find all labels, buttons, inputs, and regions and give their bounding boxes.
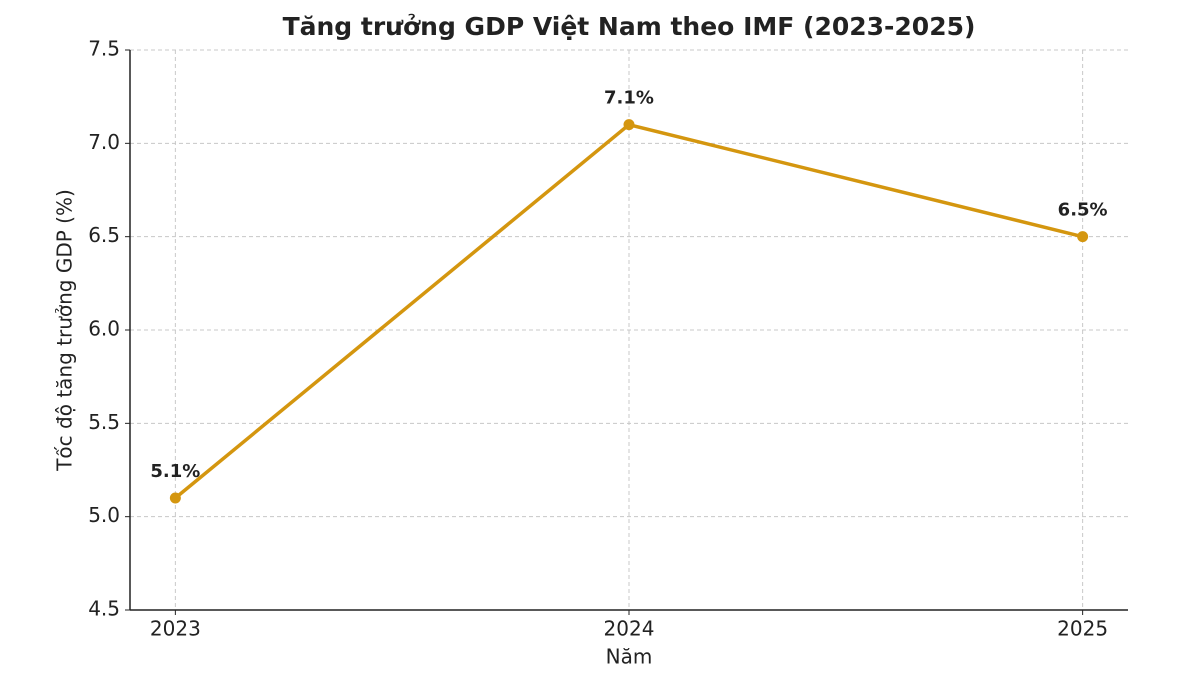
y-tick-label: 6.5 [88,223,120,247]
data-point [623,119,635,131]
y-tick-label: 6.0 [88,317,120,341]
data-label: 6.5% [1058,200,1108,221]
data-label: 5.1% [150,461,200,482]
y-tick-label: 7.0 [88,130,120,154]
y-tick-label: 7.5 [88,37,120,61]
data-point [1077,231,1089,243]
y-tick-label: 4.5 [88,597,120,621]
chart-title: Tăng trưởng GDP Việt Nam theo IMF (2023-… [283,12,976,41]
x-tick-label: 2024 [604,617,655,641]
x-tick-label: 2023 [150,617,201,641]
data-label: 7.1% [604,88,654,109]
data-point [169,492,181,504]
x-axis-label: Năm [606,645,653,669]
x-tick-label: 2025 [1057,617,1108,641]
y-tick-label: 5.0 [88,503,120,527]
y-axis-label: Tốc độ tăng trưởng GDP (%) [53,189,77,472]
y-tick-label: 5.5 [88,410,120,434]
